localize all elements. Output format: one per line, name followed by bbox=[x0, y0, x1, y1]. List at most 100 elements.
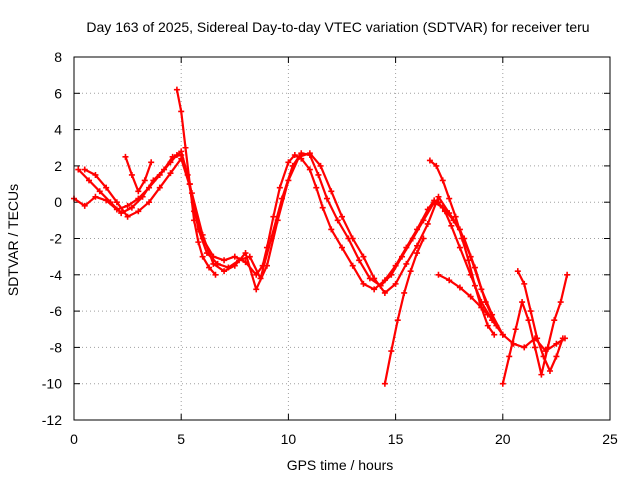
data-point bbox=[433, 162, 440, 169]
x-tick-label: 25 bbox=[602, 431, 618, 447]
data-point bbox=[81, 166, 88, 173]
data-series bbox=[71, 86, 571, 387]
data-point bbox=[328, 188, 335, 195]
data-point bbox=[478, 286, 485, 293]
data-point bbox=[124, 213, 131, 220]
data-point bbox=[381, 380, 388, 387]
data-point bbox=[276, 184, 283, 191]
data-point bbox=[167, 170, 174, 177]
data-point bbox=[191, 217, 198, 224]
data-point bbox=[521, 344, 528, 351]
data-point bbox=[538, 371, 545, 378]
series-line-sat-d bbox=[175, 88, 217, 276]
data-point bbox=[103, 184, 110, 191]
data-point bbox=[349, 235, 356, 242]
data-point bbox=[356, 257, 363, 264]
data-point bbox=[478, 304, 485, 311]
data-point bbox=[313, 184, 320, 191]
data-point bbox=[467, 253, 474, 260]
data-point bbox=[465, 257, 472, 264]
data-point bbox=[544, 344, 551, 351]
data-point bbox=[128, 171, 135, 178]
data-point bbox=[156, 184, 163, 191]
data-point bbox=[328, 226, 335, 233]
y-tick-label: -10 bbox=[42, 376, 62, 392]
data-point bbox=[456, 284, 463, 291]
y-tick-label: 4 bbox=[54, 122, 62, 138]
series-line-sat-j bbox=[124, 155, 153, 193]
data-point bbox=[195, 239, 202, 246]
x-tick-label: 0 bbox=[70, 431, 78, 447]
x-axis-label: GPS time / hours bbox=[287, 457, 394, 473]
series-line-sat-b bbox=[77, 152, 498, 327]
data-point bbox=[306, 150, 313, 157]
data-point bbox=[512, 326, 519, 333]
data-point bbox=[420, 217, 427, 224]
data-point bbox=[118, 210, 125, 217]
data-point bbox=[339, 244, 345, 251]
data-point bbox=[499, 331, 506, 338]
series-line-sat-c bbox=[83, 152, 567, 353]
data-point bbox=[551, 317, 558, 324]
data-point bbox=[178, 155, 185, 162]
data-point bbox=[491, 331, 498, 338]
data-point bbox=[96, 188, 103, 195]
chart-title: Day 163 of 2025, Sidereal Day-to-day VTE… bbox=[86, 19, 589, 35]
data-point bbox=[323, 195, 330, 202]
y-tick-label: -4 bbox=[50, 267, 63, 283]
data-point bbox=[553, 340, 560, 347]
data-point bbox=[148, 159, 155, 166]
data-point bbox=[399, 253, 406, 260]
data-point bbox=[212, 271, 219, 278]
data-point bbox=[173, 86, 180, 93]
data-point bbox=[141, 177, 148, 184]
data-point bbox=[484, 322, 491, 329]
tick-labels: -12 -10 -8 -6 -4 -2 0 2 4 6 8 0 5 10 15 20 25 bbox=[42, 49, 618, 447]
series-line-sat-h bbox=[516, 270, 564, 373]
x-tick-label: 10 bbox=[281, 431, 297, 447]
data-point bbox=[246, 253, 253, 260]
data-point bbox=[182, 144, 189, 151]
data-point bbox=[392, 280, 399, 287]
data-point bbox=[553, 353, 560, 360]
data-point bbox=[285, 159, 292, 166]
data-point bbox=[426, 157, 433, 164]
grid bbox=[74, 57, 610, 420]
data-point bbox=[231, 253, 238, 260]
data-point bbox=[199, 231, 206, 238]
y-tick-label: -2 bbox=[50, 231, 63, 247]
data-point bbox=[221, 257, 228, 264]
data-point bbox=[484, 311, 491, 318]
y-tick-label: 2 bbox=[54, 158, 62, 174]
data-point bbox=[210, 260, 217, 267]
data-point bbox=[86, 177, 93, 184]
data-point bbox=[414, 250, 421, 257]
data-point bbox=[161, 166, 168, 173]
data-point bbox=[128, 204, 135, 211]
data-point bbox=[471, 282, 478, 289]
data-point bbox=[270, 213, 277, 220]
data-point bbox=[206, 264, 213, 271]
data-point bbox=[456, 244, 463, 251]
data-point bbox=[506, 353, 513, 360]
data-point bbox=[135, 208, 142, 215]
data-point bbox=[534, 335, 541, 342]
data-point bbox=[388, 271, 395, 278]
data-point bbox=[420, 235, 427, 242]
data-point bbox=[150, 177, 157, 184]
data-point bbox=[124, 202, 131, 209]
data-point bbox=[274, 217, 281, 224]
data-point bbox=[92, 171, 99, 178]
data-point bbox=[527, 308, 534, 315]
data-point bbox=[122, 153, 129, 160]
data-point bbox=[315, 171, 322, 178]
data-point bbox=[499, 380, 506, 387]
data-point bbox=[448, 222, 455, 229]
data-point bbox=[285, 177, 292, 184]
x-tick-label: 20 bbox=[495, 431, 511, 447]
data-point bbox=[319, 204, 326, 211]
plot-frame bbox=[73, 56, 611, 421]
data-point bbox=[107, 199, 114, 206]
data-point bbox=[306, 166, 313, 173]
data-point bbox=[424, 220, 431, 227]
